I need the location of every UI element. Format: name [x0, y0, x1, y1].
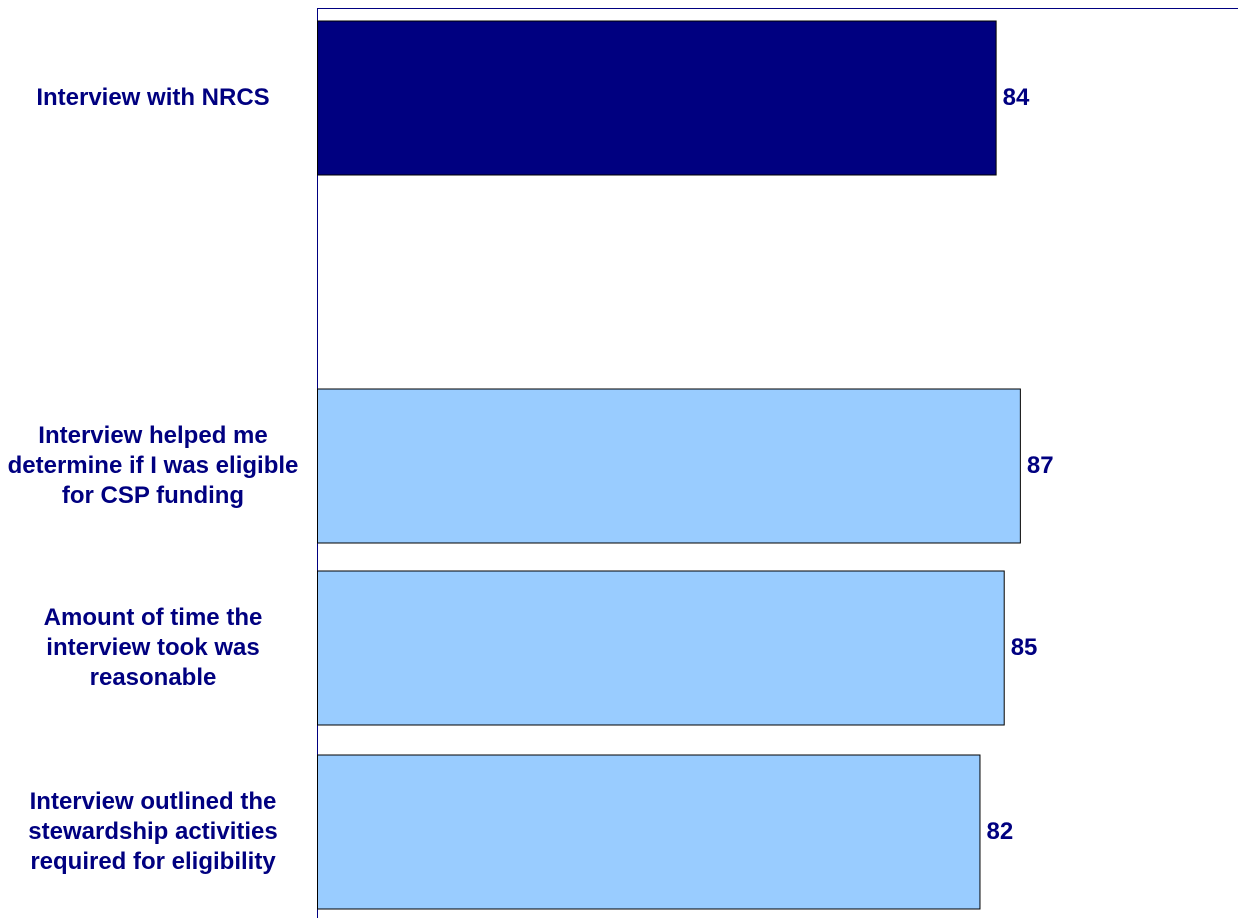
- value-label-4: 82: [986, 818, 1014, 845]
- bar-0: [317, 20, 997, 176]
- bar-2: [317, 388, 1021, 544]
- bar-4: [317, 754, 981, 910]
- value-label-3: 85: [1010, 634, 1038, 661]
- category-label-3: Amount of time the interview took was re…: [43, 604, 263, 691]
- value-label-0: 84: [1002, 84, 1030, 111]
- bar-3: [317, 570, 1005, 726]
- category-label-4: Interview outlined the stewardship activ…: [28, 788, 278, 875]
- value-label-2: 87: [1026, 452, 1054, 479]
- category-label-2: Interview helped me determine if I was e…: [7, 422, 299, 509]
- category-label-0: Interview with NRCS: [36, 84, 270, 111]
